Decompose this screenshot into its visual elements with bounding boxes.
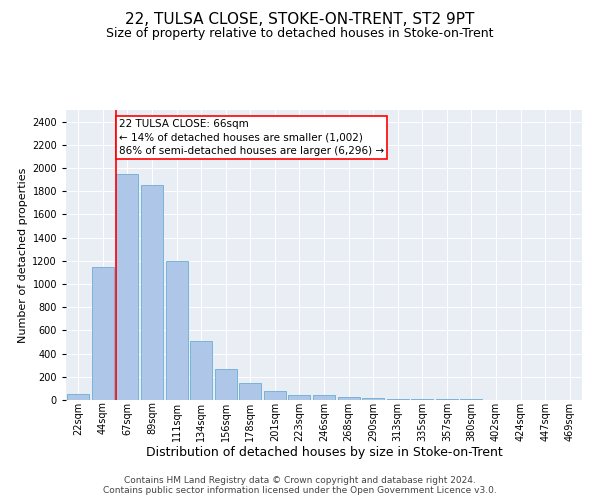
Bar xyxy=(289,396,310,400)
Bar xyxy=(116,174,139,400)
Bar xyxy=(411,399,433,400)
Text: 22, TULSA CLOSE, STOKE-ON-TRENT, ST2 9PT: 22, TULSA CLOSE, STOKE-ON-TRENT, ST2 9PT xyxy=(125,12,475,28)
Bar xyxy=(67,394,89,400)
X-axis label: Distribution of detached houses by size in Stoke-on-Trent: Distribution of detached houses by size … xyxy=(146,446,502,460)
Bar xyxy=(190,341,212,400)
Bar xyxy=(362,398,384,400)
Text: Contains HM Land Registry data © Crown copyright and database right 2024.: Contains HM Land Registry data © Crown c… xyxy=(124,476,476,485)
Y-axis label: Number of detached properties: Number of detached properties xyxy=(18,168,28,342)
Text: Size of property relative to detached houses in Stoke-on-Trent: Size of property relative to detached ho… xyxy=(106,28,494,40)
Bar xyxy=(215,370,237,400)
Text: 22 TULSA CLOSE: 66sqm
← 14% of detached houses are smaller (1,002)
86% of semi-d: 22 TULSA CLOSE: 66sqm ← 14% of detached … xyxy=(119,120,384,156)
Text: Contains public sector information licensed under the Open Government Licence v3: Contains public sector information licen… xyxy=(103,486,497,495)
Bar xyxy=(166,261,188,400)
Bar xyxy=(313,396,335,400)
Bar xyxy=(239,382,262,400)
Bar xyxy=(92,266,114,400)
Bar xyxy=(386,399,409,400)
Bar xyxy=(264,392,286,400)
Bar xyxy=(141,186,163,400)
Bar xyxy=(338,396,359,400)
